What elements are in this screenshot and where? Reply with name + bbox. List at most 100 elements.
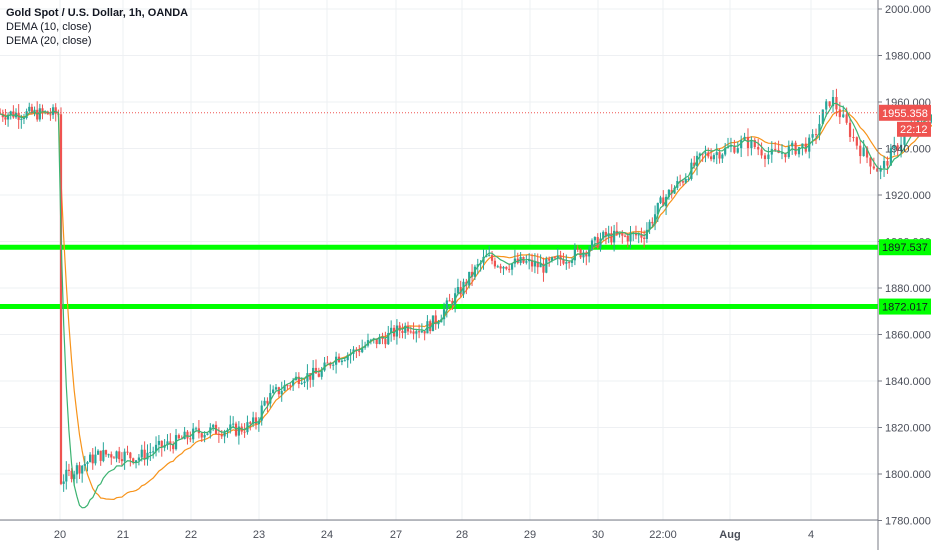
- candle-body: [166, 441, 169, 446]
- candle-body: [223, 431, 226, 437]
- candle-body: [607, 233, 610, 237]
- candle-body: [361, 347, 364, 353]
- candle-body: [729, 145, 733, 147]
- candle-body: [206, 433, 209, 435]
- candle-body: [451, 301, 454, 306]
- support-level-label: 1872.017: [882, 302, 928, 314]
- candle-body: [588, 249, 591, 257]
- candle-body: [186, 431, 189, 439]
- candle-body: [746, 136, 750, 149]
- candle-body: [670, 189, 673, 194]
- candle-body: [154, 444, 158, 452]
- candle-body: [146, 452, 149, 460]
- candle-body: [896, 145, 899, 151]
- candle-body: [496, 266, 499, 268]
- candle-body: [99, 450, 102, 461]
- x-tick-label: 22:00: [649, 529, 677, 541]
- candle-body: [687, 178, 690, 180]
- candle-body: [499, 266, 502, 269]
- candle-body: [568, 262, 571, 264]
- candle-body: [4, 117, 7, 120]
- indicator-dema-20: DEMA (20, close): [6, 35, 92, 47]
- candle-body: [640, 234, 643, 238]
- candle-body: [143, 449, 146, 460]
- candle-body: [767, 154, 770, 160]
- candle-body: [651, 221, 654, 224]
- candle-body: [599, 238, 602, 248]
- y-tick-label: 1880.000: [885, 283, 931, 295]
- candle-body: [828, 101, 831, 107]
- candle-body: [387, 333, 390, 345]
- dema-20-layer: [0, 109, 932, 501]
- support-level-label-bg: [879, 239, 931, 256]
- candle-body: [760, 149, 763, 156]
- candle-body: [634, 233, 638, 236]
- candle-body: [369, 339, 372, 341]
- x-tick-label: 29: [524, 529, 536, 541]
- candle-body: [653, 214, 657, 224]
- candle-body: [794, 142, 797, 155]
- candle-body: [542, 263, 545, 273]
- candle-body: [335, 356, 338, 365]
- y-tick-label: 1820.000: [885, 423, 931, 435]
- candle-body: [229, 424, 232, 430]
- candle-body: [123, 451, 126, 462]
- candle-body: [579, 249, 582, 258]
- candle-body: [801, 143, 804, 148]
- candle-body: [862, 147, 865, 157]
- candle-body: [297, 376, 300, 384]
- candle-body: [548, 259, 551, 261]
- countdown-label-bg: [897, 121, 931, 137]
- candle-body: [659, 197, 662, 203]
- candle-body: [596, 237, 599, 248]
- candle-body: [289, 385, 292, 387]
- candle-body: [562, 259, 565, 264]
- candle-body: [602, 231, 605, 239]
- candle-body: [442, 309, 446, 320]
- y-tick-label: 1840.000: [885, 376, 931, 388]
- candle-body: [493, 260, 497, 267]
- candle-body: [217, 433, 220, 436]
- annotations: [0, 112, 878, 114]
- candle-body: [476, 264, 479, 267]
- candle-body: [38, 108, 41, 120]
- candle-body: [420, 331, 423, 333]
- candle-body: [306, 373, 309, 382]
- y-tick-label: 1800.000: [885, 469, 931, 481]
- candle-body: [9, 111, 12, 115]
- candle-body: [317, 373, 320, 377]
- candle-body: [401, 330, 404, 333]
- candle-body: [332, 364, 335, 366]
- candle-body: [712, 155, 716, 160]
- candle-body: [81, 465, 84, 474]
- candle-body: [626, 235, 629, 242]
- candle-body: [418, 331, 421, 333]
- support-level-label-bg: [879, 298, 931, 315]
- candle-body: [893, 145, 896, 149]
- candle-body: [59, 114, 63, 484]
- candle-body: [780, 152, 784, 154]
- candle-body: [667, 189, 670, 197]
- candle-body: [384, 339, 387, 345]
- candle-body: [753, 139, 756, 148]
- candle-body: [648, 221, 651, 230]
- support-levels: [0, 244, 878, 310]
- candle-body: [200, 433, 203, 438]
- candle-body: [312, 367, 315, 380]
- candle-body: [65, 469, 68, 482]
- candle-body: [715, 152, 718, 156]
- candle-body: [232, 423, 235, 425]
- candle-body: [618, 233, 621, 235]
- candle-body: [733, 145, 736, 153]
- candle-body: [83, 463, 86, 466]
- candle-body: [412, 331, 415, 334]
- candle-body: [903, 135, 906, 145]
- candle-body: [757, 147, 760, 150]
- candle-body: [28, 106, 31, 112]
- candle-body: [872, 166, 875, 169]
- candle-body: [390, 327, 393, 334]
- candle-body: [309, 373, 312, 380]
- candle-body: [132, 458, 135, 463]
